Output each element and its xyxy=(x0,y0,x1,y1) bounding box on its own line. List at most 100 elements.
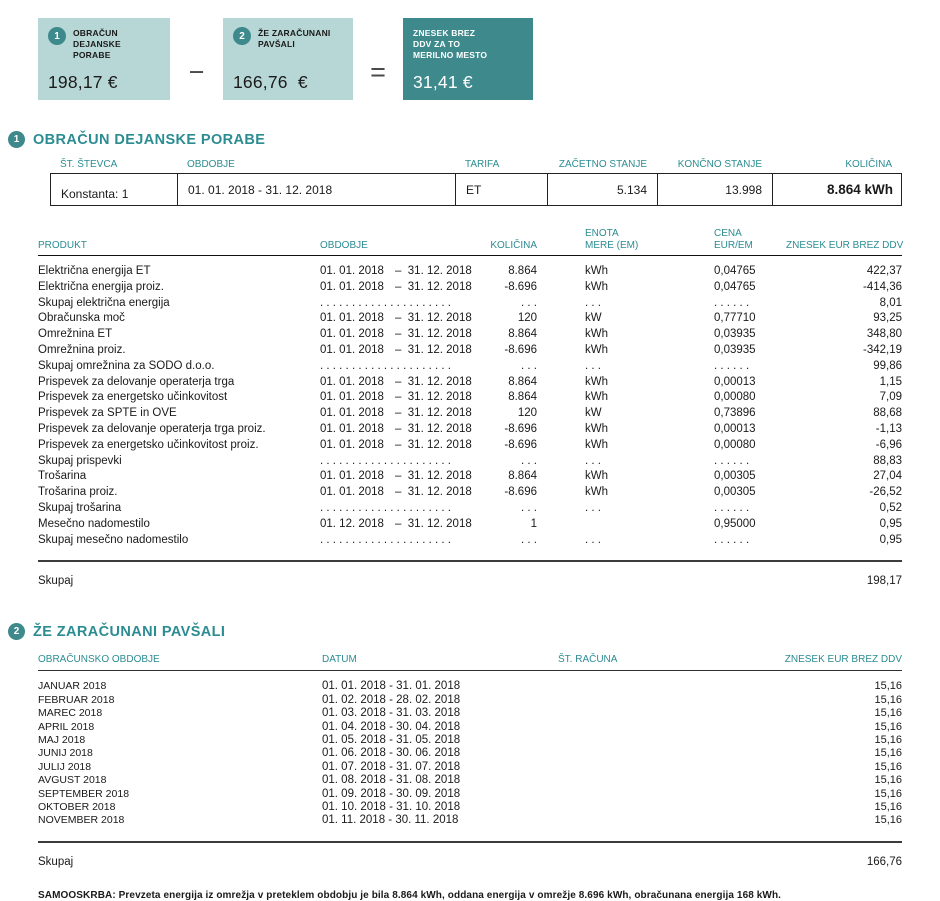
product-quantity: -8.696 xyxy=(504,486,537,499)
month-invoice-number xyxy=(558,747,700,760)
product-price: 0,04765 xyxy=(714,280,756,293)
meter-table: ŠT. ŠTEVCA OBDOBJE TARIFA ZAČETNO STANJE… xyxy=(50,159,902,206)
product-period-from: 01. 01. 2018 xyxy=(320,486,384,499)
product-period-to xyxy=(395,454,473,470)
product-row: Električna energija proiz. 01. 01. 2018 … xyxy=(38,280,902,296)
meter-end-reading: 13.998 xyxy=(658,174,773,205)
product-price: 0,00080 xyxy=(714,438,756,451)
month-date-range: 01. 11. 2018 - 30. 11. 2018 xyxy=(322,814,459,827)
products-header-rule xyxy=(38,255,902,256)
product-period-from: 01. 01. 2018 xyxy=(320,343,384,356)
month-amount: 15,16 xyxy=(874,747,902,760)
product-quantity: 8.864 xyxy=(508,391,537,404)
product-quantity: 8.864 xyxy=(508,470,537,483)
product-name: Mesečno nadomestilo xyxy=(38,517,150,530)
product-row: Prispevek za energetsko učinkovitost 01.… xyxy=(38,390,902,406)
products-total-rule xyxy=(38,560,902,563)
product-row: Električna energija ET 01. 01. 2018 – 31… xyxy=(38,264,902,280)
product-amount: -26,52 xyxy=(869,486,902,499)
meter-period: 01. 01. 2018 - 31. 12. 2018 xyxy=(178,174,456,205)
product-name: Skupaj električna energija xyxy=(38,296,170,309)
product-period-from: . . . . . . . . . . . . . . . . . . . . … xyxy=(320,296,451,309)
month-invoice-number xyxy=(558,814,700,827)
product-price: 0,95000 xyxy=(714,517,756,530)
month-invoice-number xyxy=(558,721,700,734)
product-price: 0,04765 xyxy=(714,265,756,277)
summary-box1-label: OBRAČUN DEJANSKE PORABE xyxy=(73,28,121,60)
product-unit: . . . xyxy=(585,454,601,467)
months-table-header: OBRAČUNSKO OBDOBJE DATUM ŠT. RAČUNA ZNES… xyxy=(38,654,902,670)
product-price: . . . . . . xyxy=(714,454,750,467)
product-period-to: – 31. 12. 2018 xyxy=(395,375,472,388)
product-quantity: . . . xyxy=(521,359,537,372)
product-period-from: 01. 01. 2018 xyxy=(320,280,384,293)
header-enota-mere: ENOTA MERE (EM) xyxy=(585,228,639,251)
month-row: NOVEMBER 2018 01. 11. 2018 - 30. 11. 201… xyxy=(38,814,902,827)
product-name: Prispevek za energetsko učinkovitost xyxy=(38,391,228,404)
header-datum: DATUM xyxy=(322,654,357,666)
product-unit: kWh xyxy=(585,328,608,341)
product-period-from: 01. 01. 2018 xyxy=(320,265,384,277)
product-unit: kWh xyxy=(585,265,608,277)
product-price: 0,00305 xyxy=(714,486,756,499)
products-table-header: PRODUKT OBDOBJE KOLIČINA ENOTA MERE (EM)… xyxy=(38,228,904,251)
self-supply-footnote: SAMOOSKRBA: Prevzeta energija iz omrežja… xyxy=(38,889,782,901)
month-amount: 15,16 xyxy=(874,774,902,787)
product-price: . . . . . . xyxy=(714,501,750,514)
product-unit: kWh xyxy=(585,438,608,451)
number-1-badge-icon: 1 xyxy=(48,27,66,45)
product-row: Skupaj mesečno nadomestilo . . . . . . .… xyxy=(38,533,902,549)
month-date-range: 01. 08. 2018 - 31. 08. 2018 xyxy=(322,774,461,787)
product-price: . . . . . . xyxy=(714,359,750,372)
month-invoice-number xyxy=(558,680,700,693)
meter-table-header: ŠT. ŠTEVCA OBDOBJE TARIFA ZAČETNO STANJE… xyxy=(50,159,902,173)
product-price: 0,00013 xyxy=(714,375,756,388)
header-zacetno-stanje: ZAČETNO STANJE xyxy=(558,159,647,170)
product-unit: kWh xyxy=(585,422,608,435)
product-period-to: – 31. 12. 2018 xyxy=(395,328,472,341)
product-row: Skupaj električna energija . . . . . . .… xyxy=(38,296,902,312)
month-amount: 15,16 xyxy=(874,814,902,827)
product-unit: kWh xyxy=(585,470,608,483)
summary-box-actual-consumption: 1 OBRAČUN DEJANSKE PORABE 198,17 € xyxy=(38,18,170,100)
product-period-to xyxy=(395,533,473,549)
product-period-to: – 31. 12. 2018 xyxy=(395,312,472,325)
product-row: Skupaj trošarina . . . . . . . . . . . .… xyxy=(38,501,902,517)
product-unit xyxy=(537,517,666,533)
months-total-row: Skupaj 166,76 xyxy=(38,843,902,868)
product-unit: . . . xyxy=(585,533,601,546)
product-period-from: 01. 01. 2018 xyxy=(320,470,384,483)
month-label: MAJ 2018 xyxy=(38,733,86,746)
month-date-range: 01. 07. 2018 - 31. 07. 2018 xyxy=(322,760,461,773)
section2-title: 2 ŽE ZARAČUNANI PAVŠALI xyxy=(8,623,902,641)
product-period-from: 01. 01. 2018 xyxy=(320,391,384,404)
months-total-label: Skupaj xyxy=(38,855,74,868)
product-row: Prispevek za energetsko učinkovitost pro… xyxy=(38,438,902,454)
product-name: Trošarina proiz. xyxy=(38,486,118,499)
product-unit: . . . xyxy=(585,296,601,309)
header-kolicina: KOLIČINA xyxy=(845,159,892,170)
product-quantity: . . . xyxy=(521,296,537,309)
product-amount: 0,52 xyxy=(879,501,902,514)
product-amount: 422,37 xyxy=(866,265,902,277)
header-products-kolicina: KOLIČINA xyxy=(490,239,537,251)
product-unit: . . . xyxy=(585,359,601,372)
header-cena: CENA EUR/EM xyxy=(714,228,753,251)
product-quantity: 8.864 xyxy=(508,265,537,277)
header-znesek-brez-ddv: ZNESEK EUR BREZ DDV xyxy=(786,239,904,251)
month-invoice-number xyxy=(558,801,700,814)
product-name: Prispevek za delovanje operaterja trga xyxy=(38,375,235,388)
section1-number-badge-icon: 1 xyxy=(8,131,25,148)
product-quantity: 120 xyxy=(517,407,537,420)
product-period-from: 01. 01. 2018 xyxy=(320,312,384,325)
product-quantity: 8.864 xyxy=(508,375,537,388)
product-price: 0,77710 xyxy=(714,312,756,325)
product-row: Prispevek za SPTE in OVE 01. 01. 2018 – … xyxy=(38,406,902,422)
header-obdobje: OBDOBJE xyxy=(187,159,235,170)
month-amount: 15,16 xyxy=(874,760,902,773)
product-row: Omrežnina proiz. 01. 01. 2018 – 31. 12. … xyxy=(38,343,902,359)
month-invoice-number xyxy=(558,694,700,707)
month-date-range: 01. 04. 2018 - 30. 04. 2018 xyxy=(322,720,461,733)
product-quantity: -8.696 xyxy=(504,438,537,451)
product-amount: 0,95 xyxy=(879,533,902,546)
